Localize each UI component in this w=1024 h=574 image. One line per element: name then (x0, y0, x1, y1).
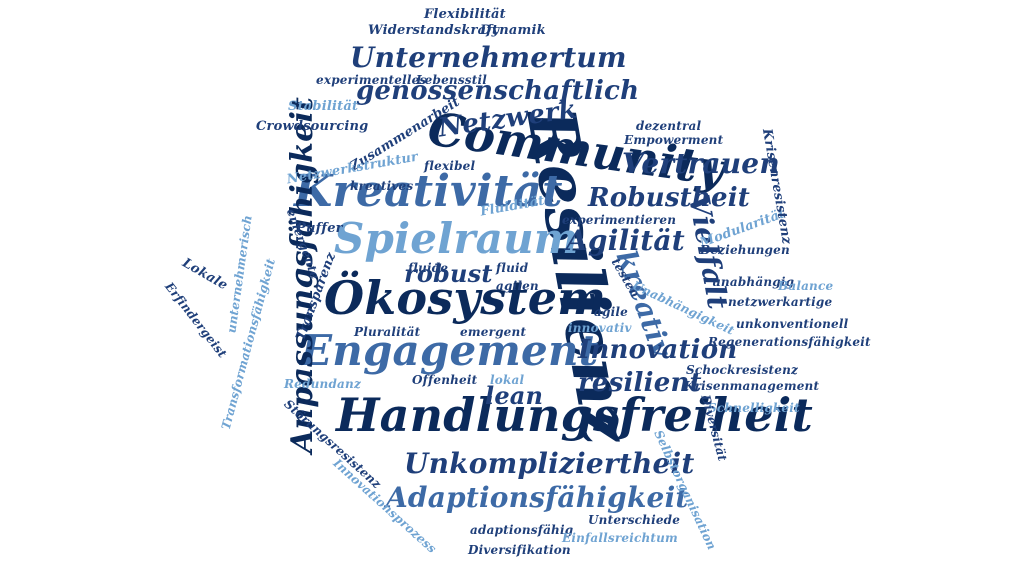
word-lebensstil: Lebensstil (416, 73, 487, 87)
word-genossenschaftlich: genossenschaftlich (356, 76, 640, 106)
word-innovation: Innovation (578, 335, 738, 365)
word-emergent: emergent (460, 325, 527, 339)
word-empowerment: Empowerment (624, 133, 724, 147)
word-oekosystem: Ökosystem (324, 271, 607, 325)
word-resilient: resilient (578, 368, 702, 398)
word-puffer: Puffer (296, 221, 343, 236)
word-beziehungen: Beziehungen (700, 243, 790, 257)
word-kreatives: kreatives (350, 179, 414, 193)
word-unterschiede: Unterschiede (588, 513, 681, 527)
word-adaptionsfaehig: adaptionsfähig (470, 523, 574, 537)
word-agilen: agilen (496, 279, 539, 293)
word-lokale: Lokale (179, 255, 231, 294)
word-dezentral: dezentral (636, 119, 702, 133)
word-lean: lean (485, 381, 544, 410)
word-engagement: Engagement (300, 326, 599, 375)
word-vertrauen: Vertrauen (622, 147, 780, 180)
word-agile: agile (594, 305, 628, 319)
word-regenerationsfaehigkeit: Regenerationsfähigkeit (708, 335, 871, 349)
word-robustheit: Robustheit (588, 183, 751, 213)
word-innovativ: innovativ (568, 321, 632, 335)
word-dynamik: Dynamik (480, 23, 546, 38)
word-experimentelles: experimentelles (316, 73, 427, 87)
word-redundanz: Redundanz (284, 377, 361, 391)
word-unabhaengig: unabhängig (712, 275, 795, 289)
word-pluralitaet: Pluralität (354, 325, 421, 339)
word-lokal: lokal (490, 373, 525, 387)
word-krisenmanagement: Krisenmanagement (684, 379, 820, 393)
word-unternehmertum: Unternehmertum (350, 41, 627, 74)
word-schockresistenz: Schockresistenz (686, 363, 799, 377)
word-agilitaet: Agilität (566, 224, 685, 257)
word-diversifikation: Diversifikation (468, 543, 571, 557)
word-widerstandskraft: Widerstandskraft (368, 23, 499, 38)
word-erfindergeist: Erfindergeist (162, 279, 230, 361)
word-offenheit: Offenheit (412, 373, 478, 387)
word-kreativitaet: Kreativität (294, 166, 563, 217)
word-unkonventionell: unkonventionell (736, 317, 849, 331)
word-adaptionsfaehigkeit: Adaptionsfähigkeit (386, 481, 689, 514)
word-fluide: fluide (408, 261, 449, 275)
word-fluid: fluid (496, 261, 529, 275)
word-experimentieren: experimentieren (562, 213, 677, 227)
word-netzwerkartige: netzwerkartige (728, 295, 833, 309)
word-einfallsreichtum: Einfallsreichtum (562, 531, 678, 545)
word-spielraum: Spielraum (334, 214, 579, 263)
word-unkompliziertheit: Unkompliziertheit (404, 447, 695, 480)
word-balance: Balance (778, 279, 834, 293)
word-flexibilitaet: Flexibilität (424, 7, 506, 22)
word-crowdsourcing: Crowdsourcing (256, 119, 369, 134)
word-flexibel: flexibel (424, 159, 476, 173)
word-robust: robust (404, 259, 493, 288)
word-stabilitaet: Stabilität (288, 99, 359, 114)
word-handlungsfreiheit: Handlungsfreiheit (336, 388, 813, 442)
word-schnelligkeit: Schnelligkeit (708, 401, 800, 415)
